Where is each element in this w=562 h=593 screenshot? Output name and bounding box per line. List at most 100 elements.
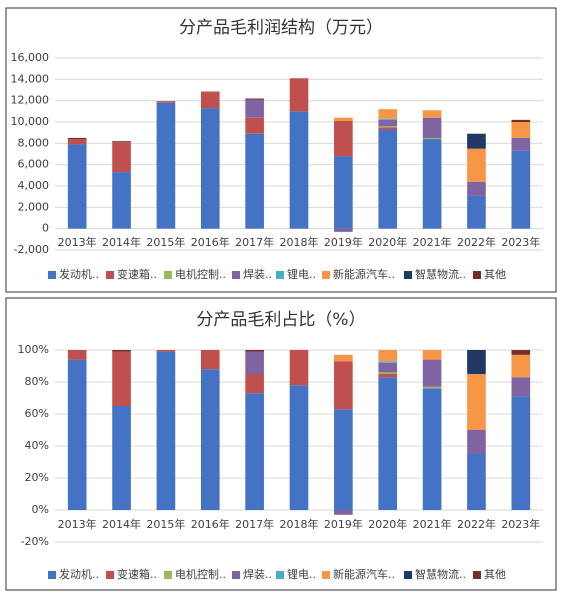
x-tick-label: 2021年 bbox=[413, 517, 452, 531]
bar-segment bbox=[422, 139, 442, 229]
bar-segment bbox=[378, 118, 398, 120]
bar-segment bbox=[378, 374, 398, 378]
legend-swatch bbox=[473, 271, 481, 279]
y-tick-label: 40% bbox=[25, 439, 49, 452]
bar-segment bbox=[511, 122, 531, 138]
bar-segment bbox=[67, 350, 87, 360]
bar-segment bbox=[112, 141, 131, 143]
x-tick-label: 2014年 bbox=[102, 235, 141, 249]
y-tick-label: 6,000 bbox=[18, 158, 50, 171]
y-tick-label: 80% bbox=[25, 375, 49, 388]
bar-segment bbox=[467, 454, 486, 510]
bar-segment bbox=[334, 228, 353, 232]
bar-segment bbox=[378, 362, 398, 373]
y-tick-label: 60% bbox=[25, 407, 49, 420]
bar-segment bbox=[156, 102, 176, 229]
bar-segment bbox=[112, 172, 131, 229]
bar-segment bbox=[378, 109, 398, 119]
bar-segment bbox=[200, 350, 220, 370]
legend-swatch bbox=[106, 571, 114, 579]
legend-label: 其他 bbox=[484, 268, 506, 281]
bar-segment bbox=[378, 372, 398, 374]
y-tick-label: 0 bbox=[42, 222, 49, 235]
bar-segment bbox=[467, 374, 486, 430]
x-tick-label: 2014年 bbox=[102, 517, 141, 531]
bar-segment bbox=[422, 117, 442, 138]
chart-title: 分产品毛利占比（%） bbox=[196, 310, 365, 330]
frame bbox=[5, 297, 557, 591]
bar-segment bbox=[334, 117, 353, 121]
bar-segment bbox=[422, 350, 442, 360]
bar-segment bbox=[156, 101, 176, 103]
bar-segment bbox=[378, 119, 398, 127]
bar-segment bbox=[467, 195, 486, 229]
bar-segment bbox=[511, 377, 531, 397]
legend-label: 新能源汽车.. bbox=[333, 567, 395, 581]
y-tick-label: 20% bbox=[25, 471, 49, 484]
bar-segment bbox=[511, 350, 531, 355]
bar-segment bbox=[245, 350, 264, 352]
bar-segment bbox=[334, 361, 353, 410]
x-tick-label: 2015年 bbox=[146, 235, 185, 249]
bar-segment bbox=[467, 133, 486, 149]
bar-segment bbox=[334, 510, 353, 515]
y-tick-label: 16,000 bbox=[11, 51, 50, 64]
x-tick-label: 2013年 bbox=[58, 235, 97, 249]
bar-segment bbox=[422, 138, 442, 140]
x-tick-label: 2020年 bbox=[368, 517, 407, 531]
legend-swatch bbox=[48, 271, 56, 279]
legend-swatch bbox=[232, 271, 240, 279]
bar-segment bbox=[289, 350, 309, 386]
chart-title: 分产品毛利润结构（万元） bbox=[179, 18, 383, 38]
y-tick-label: 12,000 bbox=[11, 94, 50, 107]
bar-segment bbox=[200, 91, 220, 93]
legend-label: 发动机.. bbox=[59, 267, 99, 281]
x-tick-label: 2015年 bbox=[146, 517, 185, 531]
legend-swatch bbox=[404, 271, 412, 279]
y-tick-label: 100% bbox=[18, 343, 49, 356]
x-tick-label: 2023年 bbox=[501, 517, 540, 531]
bar-segment bbox=[467, 430, 486, 454]
legend-label: 新能源汽车.. bbox=[333, 267, 395, 281]
legend-label: 焊装.. bbox=[243, 567, 272, 581]
y-tick-label: 2,000 bbox=[18, 200, 50, 213]
bar-segment bbox=[156, 101, 176, 102]
bar-segment bbox=[378, 377, 398, 510]
bar-segment bbox=[334, 409, 353, 510]
bar-segment bbox=[467, 350, 486, 374]
x-tick-label: 2019年 bbox=[324, 235, 363, 249]
bar-segment bbox=[112, 406, 131, 510]
bar-segment bbox=[289, 78, 309, 112]
bar-segment bbox=[245, 374, 264, 394]
y-tick-label: -2,000 bbox=[14, 243, 49, 256]
bar-segment bbox=[422, 388, 442, 510]
bar-segment bbox=[67, 139, 87, 145]
legend-label: 锂电.. bbox=[287, 567, 316, 581]
x-tick-label: 2018年 bbox=[280, 235, 319, 249]
legend-swatch bbox=[48, 571, 56, 579]
legend-swatch bbox=[232, 571, 240, 579]
x-tick-label: 2016年 bbox=[191, 235, 230, 249]
bar-segment bbox=[334, 120, 353, 157]
bar-segment bbox=[334, 354, 353, 362]
x-tick-label: 2019年 bbox=[324, 517, 363, 531]
bar-segment bbox=[156, 351, 176, 510]
bar-segment bbox=[467, 148, 486, 182]
legend-swatch bbox=[276, 271, 284, 279]
bar-segment bbox=[245, 98, 264, 100]
bar-segment bbox=[245, 133, 264, 229]
legend-label: 焊装.. bbox=[243, 267, 272, 281]
bar-segment bbox=[67, 359, 87, 510]
x-tick-label: 2021年 bbox=[413, 235, 452, 249]
bar-segment bbox=[112, 351, 131, 406]
x-tick-label: 2022年 bbox=[457, 235, 496, 249]
legend-swatch bbox=[322, 271, 330, 279]
legend-label: 锂电.. bbox=[287, 267, 316, 281]
x-tick-label: 2023年 bbox=[501, 235, 540, 249]
y-tick-label: 8,000 bbox=[18, 136, 50, 149]
y-tick-label: 10,000 bbox=[11, 115, 50, 128]
x-tick-label: 2017年 bbox=[235, 517, 274, 531]
legend-label: 变速箱.. bbox=[117, 267, 157, 281]
legend-label: 电机控制.. bbox=[175, 567, 226, 581]
